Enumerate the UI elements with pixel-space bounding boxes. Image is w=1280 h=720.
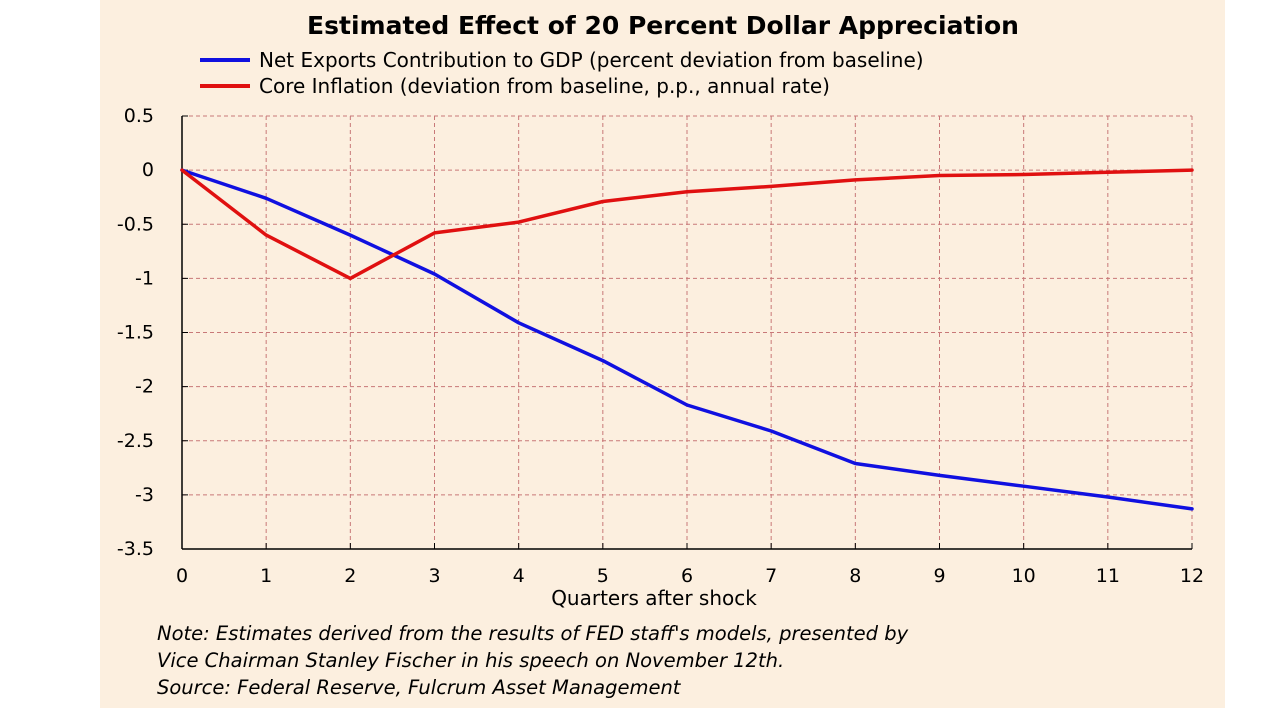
legend: Net Exports Contribution to GDP (percent… [200,48,924,98]
y-tick-label: -2 [135,376,154,398]
y-tick-labels: 0.5 0 -0.5 -1 -1.5 -2 -2.5 -3 -3.5 [117,105,154,560]
y-tick-label: -3 [135,484,154,506]
legend-label-core-inflation: Core Inflation (deviation from baseline,… [259,74,830,98]
note-line-2: Vice Chairman Stanley Fischer in his spe… [157,649,784,672]
x-tick-label: 1 [260,565,272,587]
chart-title: Estimated Effect of 20 Percent Dollar Ap… [307,11,1019,40]
x-tick-label: 6 [681,565,693,587]
y-tick-label: -1.5 [117,322,154,344]
x-tick-label: 8 [849,565,861,587]
x-tick-label: 9 [933,565,945,587]
y-tick-label: -2.5 [117,430,154,452]
x-tick-label: 10 [1012,565,1036,587]
note-line-3: Source: Federal Reserve, Fulcrum Asset M… [157,676,682,699]
x-axis-label: Quarters after shock [551,586,757,610]
y-tick-label: 0 [142,159,154,181]
x-tick-label: 7 [765,565,777,587]
x-tick-label: 4 [513,565,525,587]
notes: Note: Estimates derived from the results… [157,622,909,699]
note-line-1: Note: Estimates derived from the results… [157,622,909,645]
y-tick-label: -1 [135,267,154,289]
x-tick-labels: 0 1 2 3 4 5 6 7 8 9 10 11 12 [176,565,1204,587]
series [180,168,1194,511]
y-tick-label: -0.5 [117,213,154,235]
legend-label-net-exports: Net Exports Contribution to GDP (percent… [259,48,924,72]
x-tick-label: 11 [1096,565,1120,587]
y-tick-label: -3.5 [117,538,154,560]
x-tick-label: 12 [1180,565,1204,587]
chart-panel [100,0,1225,708]
x-tick-label: 5 [597,565,609,587]
x-tick-label: 3 [428,565,440,587]
x-tick-label: 0 [176,565,188,587]
y-tick-label: 0.5 [124,105,154,127]
grid [182,115,1193,549]
x-tick-label: 2 [344,565,356,587]
series-net-exports-line [180,168,1194,511]
series-core-inflation-line [180,168,1194,281]
